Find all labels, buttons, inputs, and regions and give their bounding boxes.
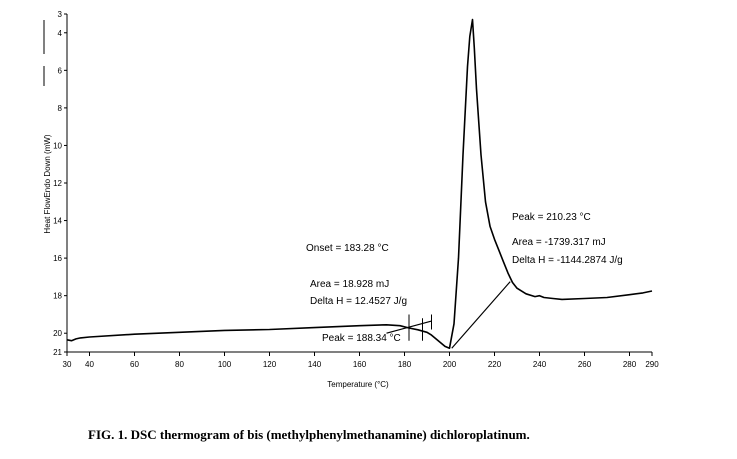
- y-tick-label: 4: [58, 29, 63, 38]
- y-tick-label: 20: [53, 329, 62, 338]
- baseline-line: [451, 281, 511, 349]
- x-tick-label: 260: [578, 360, 592, 369]
- baselines: [386, 281, 511, 349]
- x-tick-label: 100: [218, 360, 232, 369]
- x-tick-label: 290: [645, 360, 659, 369]
- y-tick-label: 10: [53, 141, 62, 150]
- y-tick-label: 6: [58, 66, 63, 75]
- x-tick-label: 140: [308, 360, 322, 369]
- x-axis-label: Temperature (°C): [327, 380, 389, 389]
- y-tick-label: 8: [58, 104, 63, 113]
- y-tick-label: 12: [53, 179, 62, 188]
- figure-caption: FIG. 1. DSC thermogram of bis (methylphe…: [88, 427, 530, 442]
- annotations: Onset = 183.28 °C Area = 18.928 mJ Delta…: [306, 212, 623, 344]
- y-tick-label: 14: [53, 217, 62, 226]
- x-tick-label: 240: [533, 360, 547, 369]
- dsc-chart: 3 4 6 8 10 12 14 16 18 20 21 30 40 60 80 100 120 140 160 1…: [43, 10, 659, 389]
- x-tick-label: 220: [488, 360, 502, 369]
- annotation-area-2: Area = -1739.317 mJ: [512, 237, 606, 248]
- x-tick-label: 200: [443, 360, 457, 369]
- peak-markers: [408, 314, 432, 341]
- annotation-delta-h-2: Delta H = -1144.2874 J/g: [512, 255, 623, 266]
- y-ticks: 3 4 6 8 10 12 14 16 18 20 21: [53, 10, 67, 357]
- y-tick-label: 21: [53, 348, 62, 357]
- annotation-peak-2: Peak = 210.23 °C: [512, 212, 591, 223]
- y-tick-label: 3: [58, 10, 63, 19]
- annotation-peak-1: Peak = 188.34 °C: [322, 333, 401, 344]
- y-axis-label: Heat FlowEndo Down (mW): [43, 134, 52, 233]
- x-tick-label: 80: [175, 360, 184, 369]
- x-tick-label: 30: [63, 360, 72, 369]
- annotation-area-1: Area = 18.928 mJ: [310, 279, 389, 290]
- x-tick-label: 160: [353, 360, 367, 369]
- x-tick-label: 60: [130, 360, 139, 369]
- x-ticks: 30 40 60 80 100 120 140 160 180 200 220 240 260 280 29…: [63, 352, 659, 369]
- annotation-onset: Onset = 183.28 °C: [306, 243, 389, 254]
- x-tick-label: 180: [398, 360, 412, 369]
- series-line: [66, 18, 653, 350]
- series-group: [66, 18, 653, 350]
- x-tick-label: 40: [85, 360, 94, 369]
- y-tick-label: 16: [53, 254, 62, 263]
- x-tick-label: 120: [263, 360, 277, 369]
- annotation-delta-h-1: Delta H = 12.4527 J/g: [310, 296, 407, 307]
- x-tick-label: 280: [623, 360, 637, 369]
- y-tick-label: 18: [53, 292, 62, 301]
